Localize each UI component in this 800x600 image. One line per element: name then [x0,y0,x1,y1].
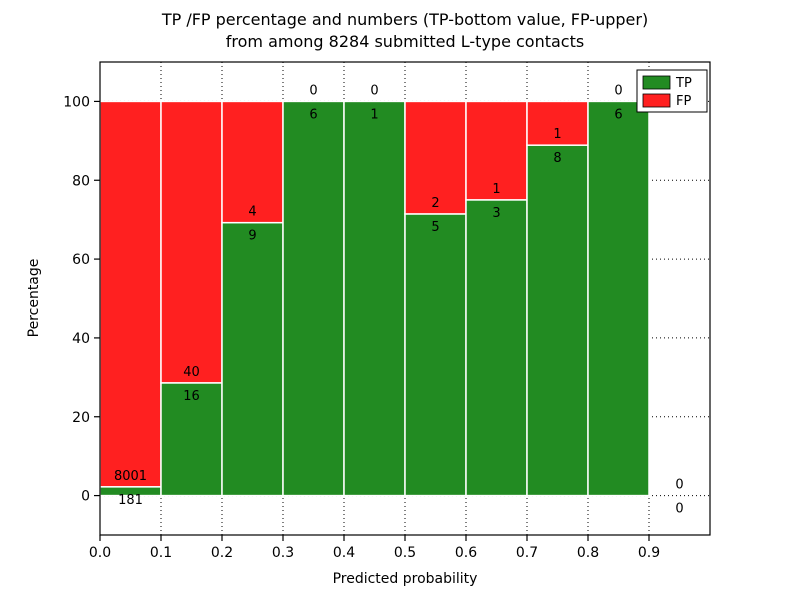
bar-tp [282,100,345,497]
fp-count-label: 0 [370,83,378,98]
tp-count-label: 5 [431,220,439,235]
bar-tp [404,213,467,497]
tp-count-label: 6 [614,107,622,122]
y-tick-label: 0 [81,489,90,505]
bar-count-labels: 8001 181 40 16 4 9 0 6 0 1 2 5 1 3 1 8 0 6 0 0 [114,83,684,516]
fp-count-label: 1 [553,127,561,142]
x-tick-label: 0.0 [89,545,111,561]
fp-count-label: 8001 [114,469,147,484]
tp-count-label: 0 [675,502,683,517]
y-tick-label: 100 [63,94,90,110]
tp-count-label: 8 [553,151,561,166]
fp-count-label: 4 [248,205,256,220]
y-tick-label: 80 [72,173,90,189]
tp-count-label: 6 [309,107,317,122]
fp-count-label: 40 [183,365,200,380]
y-tick-label: 20 [72,410,90,426]
chart-title-line1: TP /FP percentage and numbers (TP-bottom… [161,10,648,29]
y-axis-label: Percentage [26,259,42,338]
legend: TP FP [636,69,708,113]
tp-count-label: 3 [492,206,500,221]
bars [99,100,650,497]
tp-count-label: 16 [183,389,200,404]
legend-swatch-tp [642,75,671,90]
fp-count-label: 1 [492,182,500,197]
x-tick-labels: 0.0 0.1 0.2 0.3 0.4 0.5 0.6 0.7 0.8 0.9 [89,545,660,561]
bar-tp [343,100,406,497]
x-tick-label: 0.9 [638,545,660,561]
tp-count-label: 1 [370,107,378,122]
x-tick-label: 0.2 [211,545,233,561]
bar-tp [587,100,650,497]
fp-count-label: 0 [675,478,683,493]
bar-fp [99,100,162,488]
fp-count-label: 0 [614,83,622,98]
tick-marks [94,100,650,541]
tp-count-label: 181 [118,493,143,508]
fp-count-label: 0 [309,83,317,98]
x-tick-label: 0.6 [455,545,477,561]
x-tick-label: 0.4 [333,545,355,561]
chart-title-line2: from among 8284 submitted L-type contact… [226,32,584,51]
bar-fp [160,100,223,384]
x-tick-label: 0.7 [516,545,538,561]
x-axis-label: Predicted probability [333,571,478,587]
y-tick-label: 40 [72,331,90,347]
y-tick-label: 60 [72,252,90,268]
fp-count-label: 2 [431,196,439,211]
bar-tp [465,199,528,497]
tp-count-label: 9 [248,229,256,244]
x-tick-label: 0.8 [577,545,599,561]
bar-tp [526,144,589,497]
legend-swatch-fp [642,93,671,108]
x-tick-label: 0.3 [272,545,294,561]
y-tick-labels: 0 20 40 60 80 100 [63,94,90,504]
legend-label-fp: FP [676,94,691,109]
legend-label-tp: TP [675,76,692,91]
x-tick-label: 0.5 [394,545,416,561]
bar-tp [221,221,284,497]
x-tick-label: 0.1 [150,545,172,561]
